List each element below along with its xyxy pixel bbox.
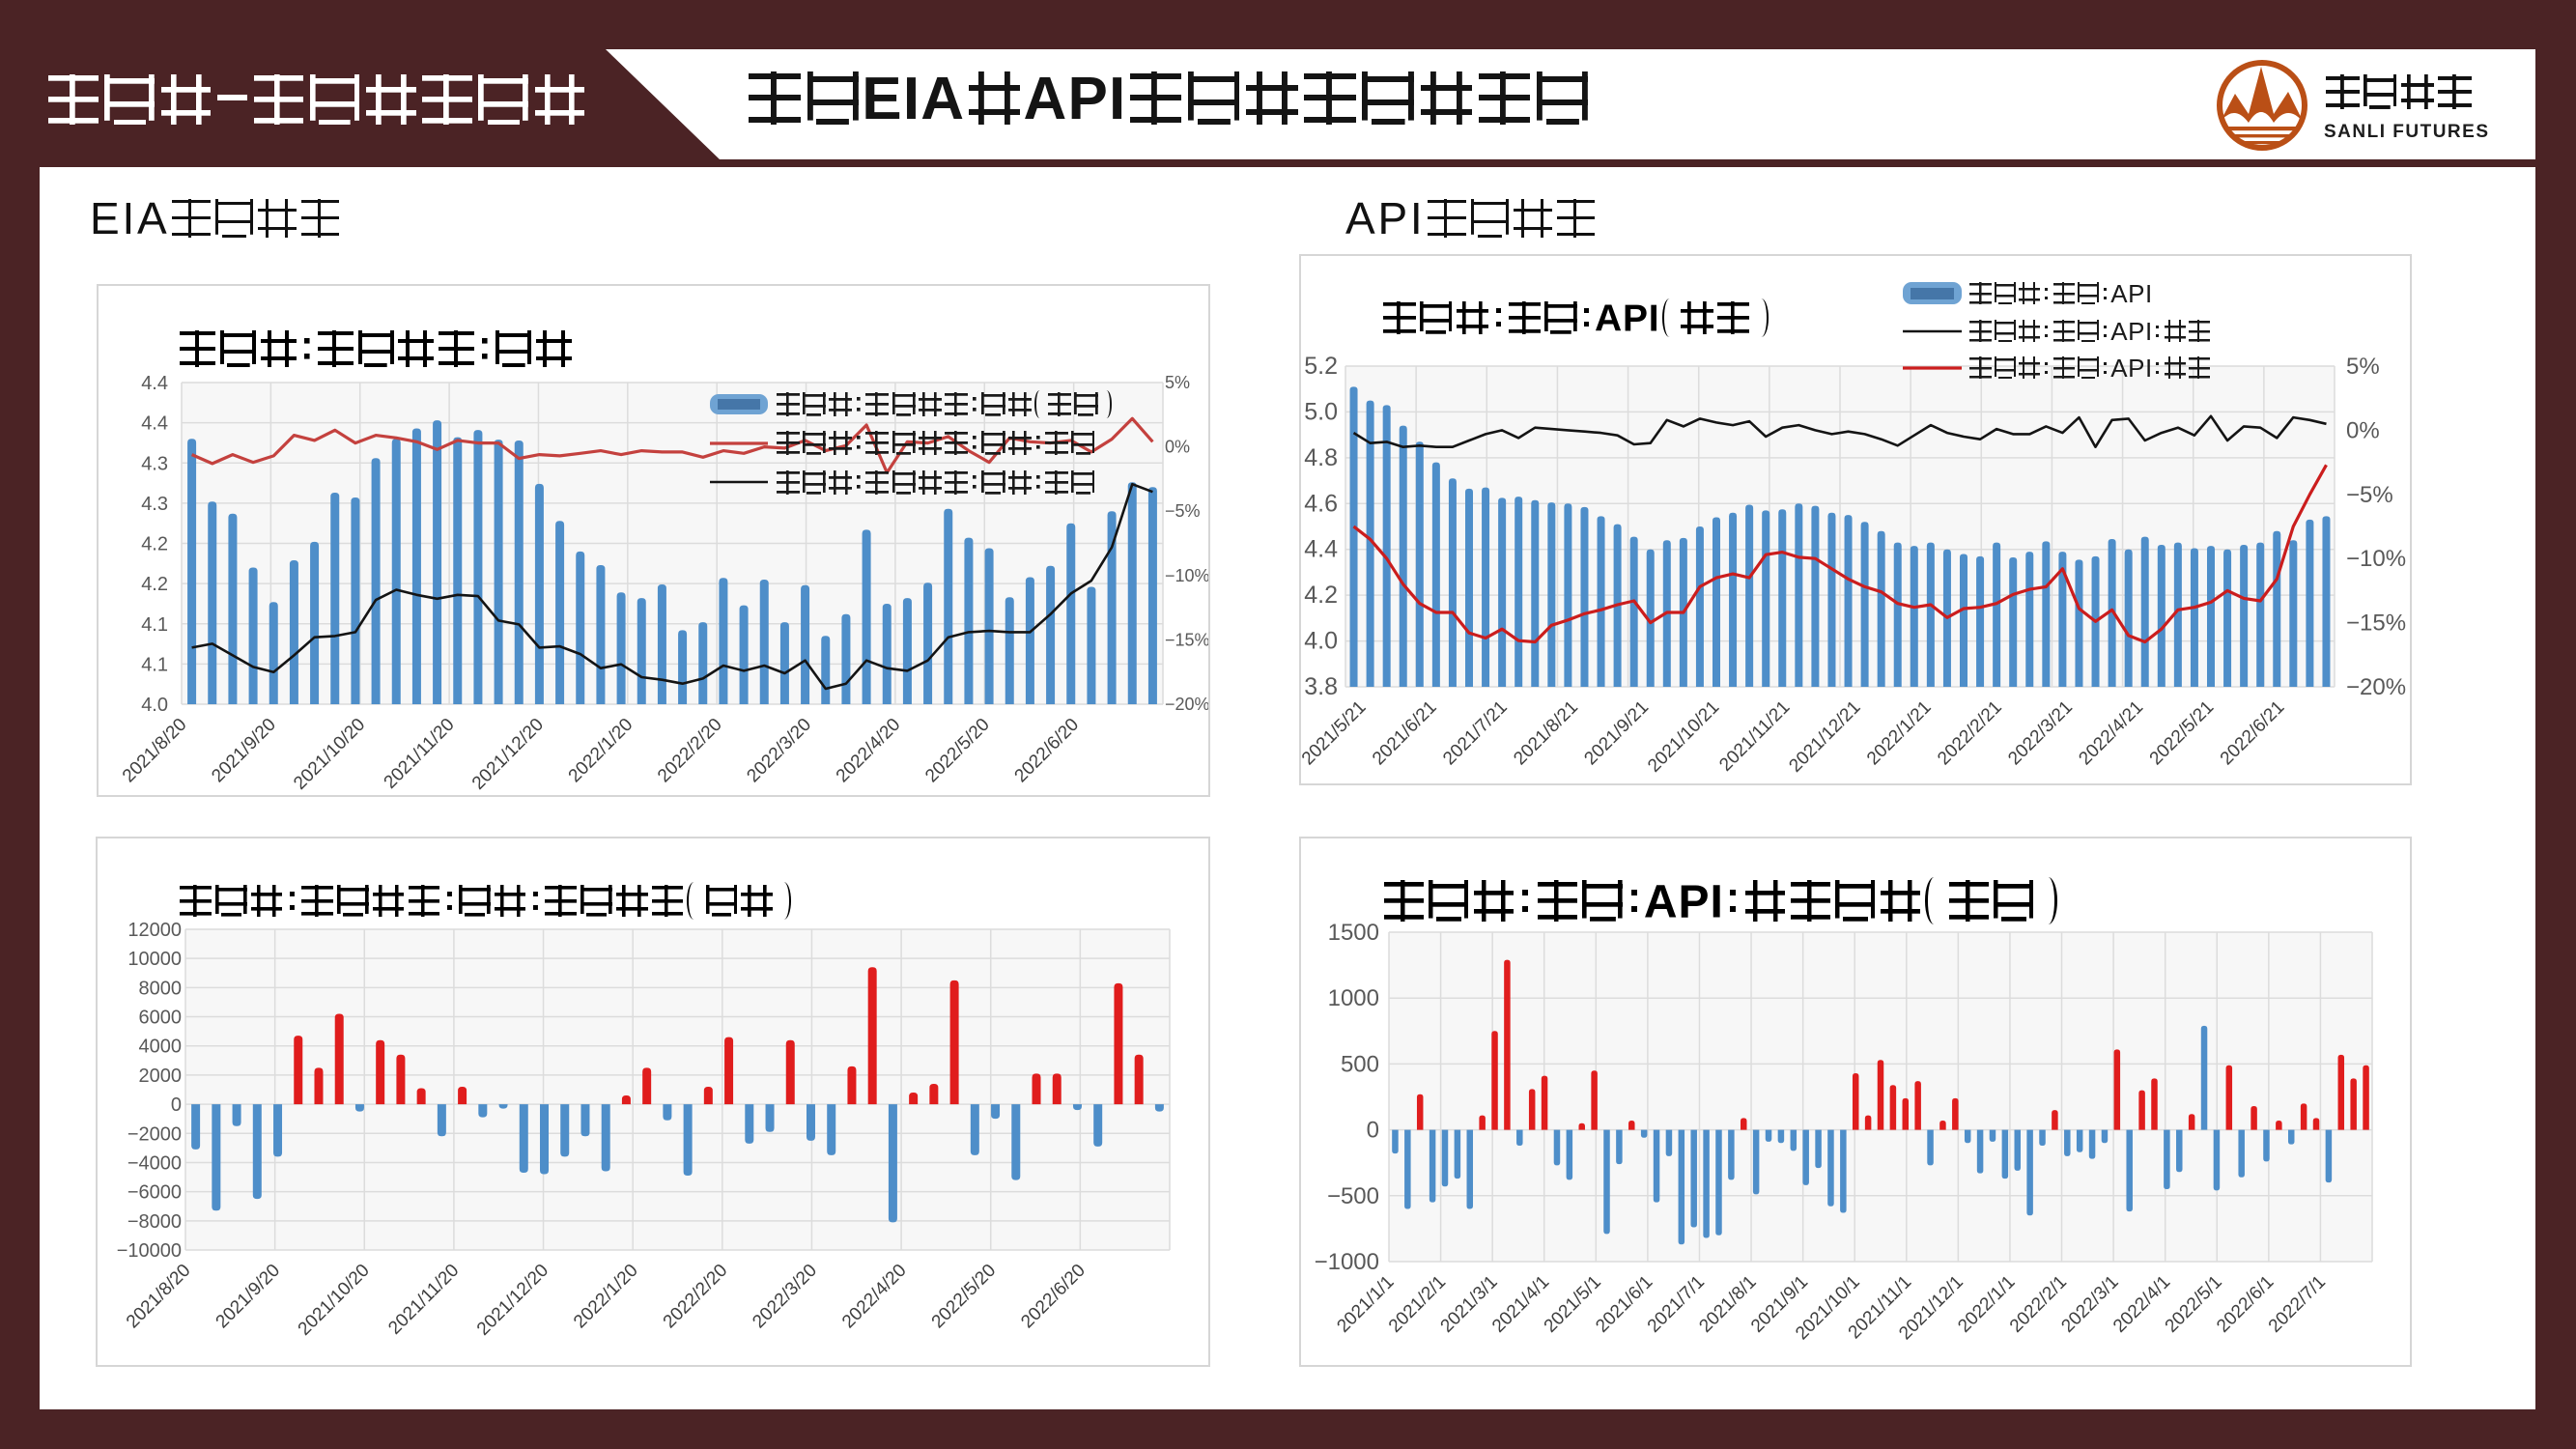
svg-text:4.4: 4.4 bbox=[141, 373, 168, 394]
svg-text:2022/1/20: 2022/1/20 bbox=[565, 715, 637, 787]
svg-text:2022/6/20: 2022/6/20 bbox=[1011, 715, 1084, 787]
svg-text:−15%: −15% bbox=[1165, 630, 1208, 649]
svg-text:2021/10/21: 2021/10/21 bbox=[1644, 697, 1723, 777]
svg-text:−10%: −10% bbox=[1165, 566, 1208, 585]
svg-text:2021/10/20: 2021/10/20 bbox=[295, 1261, 374, 1340]
svg-text:4.4: 4.4 bbox=[1304, 536, 1338, 563]
svg-text:2021/10/20: 2021/10/20 bbox=[290, 715, 369, 794]
svg-text:5.0: 5.0 bbox=[1304, 398, 1338, 425]
svg-text:2022/5/20: 2022/5/20 bbox=[928, 1261, 1001, 1333]
svg-text:6000: 6000 bbox=[139, 1008, 183, 1029]
svg-text:4.0: 4.0 bbox=[141, 695, 168, 716]
svg-text:−5%: −5% bbox=[1165, 501, 1201, 521]
svg-text:2022/2/20: 2022/2/20 bbox=[654, 715, 726, 787]
svg-text:5%: 5% bbox=[1165, 373, 1190, 392]
svg-text:2022/2/20: 2022/2/20 bbox=[660, 1261, 732, 1333]
svg-text:2021/9/21: 2021/9/21 bbox=[1580, 697, 1653, 770]
svg-text:2021/9/20: 2021/9/20 bbox=[208, 715, 280, 787]
svg-text:0: 0 bbox=[1367, 1118, 1379, 1144]
svg-text:−8000: −8000 bbox=[127, 1211, 182, 1233]
svg-text:−2000: −2000 bbox=[127, 1123, 182, 1145]
svg-text:2022/3/20: 2022/3/20 bbox=[749, 1261, 821, 1333]
svg-text:500: 500 bbox=[1341, 1051, 1379, 1077]
svg-text:4.4: 4.4 bbox=[141, 413, 168, 435]
svg-text:2021/11/20: 2021/11/20 bbox=[381, 715, 459, 793]
svg-text:0%: 0% bbox=[1165, 438, 1190, 457]
svg-text:−20%: −20% bbox=[1165, 695, 1208, 714]
svg-text:−10000: −10000 bbox=[117, 1240, 182, 1262]
svg-text:1500: 1500 bbox=[1328, 920, 1379, 946]
svg-text:2022/4/20: 2022/4/20 bbox=[838, 1261, 911, 1333]
svg-text:4.1: 4.1 bbox=[141, 614, 168, 636]
svg-text:2021/11/20: 2021/11/20 bbox=[384, 1261, 463, 1339]
svg-text:4.0: 4.0 bbox=[1304, 628, 1338, 655]
svg-text:2021/9/20: 2021/9/20 bbox=[212, 1261, 285, 1333]
svg-text:−10%: −10% bbox=[2346, 546, 2406, 572]
svg-text:2000: 2000 bbox=[139, 1065, 183, 1087]
svg-text:4.6: 4.6 bbox=[1304, 490, 1338, 517]
svg-text:2021/6/21: 2021/6/21 bbox=[1369, 697, 1441, 770]
svg-text:2022/7/1: 2022/7/1 bbox=[2265, 1272, 2330, 1337]
svg-text:4.3: 4.3 bbox=[141, 453, 168, 474]
svg-text:1000: 1000 bbox=[1328, 985, 1379, 1011]
svg-text:2022/1/21: 2022/1/21 bbox=[1863, 697, 1936, 770]
svg-text:4.8: 4.8 bbox=[1304, 444, 1338, 471]
svg-text:2021/8/20: 2021/8/20 bbox=[119, 715, 191, 787]
svg-text:5%: 5% bbox=[2346, 354, 2380, 380]
svg-text:2021/12/20: 2021/12/20 bbox=[473, 1261, 552, 1340]
svg-text:−4000: −4000 bbox=[127, 1152, 182, 1174]
svg-text:2021/12/20: 2021/12/20 bbox=[468, 715, 548, 794]
svg-text:2021/8/20: 2021/8/20 bbox=[123, 1261, 195, 1333]
svg-text:2022/6/20: 2022/6/20 bbox=[1017, 1261, 1090, 1333]
svg-text:−1000: −1000 bbox=[1315, 1249, 1379, 1275]
svg-text:2021/12/21: 2021/12/21 bbox=[1785, 697, 1864, 777]
svg-text:3.8: 3.8 bbox=[1304, 673, 1338, 700]
svg-text:5.2: 5.2 bbox=[1304, 353, 1338, 380]
svg-text:2022/6/21: 2022/6/21 bbox=[2217, 697, 2289, 770]
svg-text:2021/8/21: 2021/8/21 bbox=[1510, 697, 1582, 770]
svg-text:0: 0 bbox=[171, 1094, 182, 1116]
svg-text:4.2: 4.2 bbox=[141, 574, 168, 595]
svg-text:2022/4/20: 2022/4/20 bbox=[833, 715, 905, 787]
svg-text:0%: 0% bbox=[2346, 417, 2380, 443]
svg-text:−500: −500 bbox=[1327, 1183, 1379, 1209]
svg-text:−15%: −15% bbox=[2346, 611, 2406, 637]
svg-text:8000: 8000 bbox=[139, 978, 183, 999]
svg-text:12000: 12000 bbox=[127, 920, 182, 941]
svg-text:−5%: −5% bbox=[2346, 482, 2393, 508]
svg-text:2022/3/20: 2022/3/20 bbox=[743, 715, 815, 787]
svg-text:4.3: 4.3 bbox=[141, 494, 168, 515]
svg-text:2021/11/21: 2021/11/21 bbox=[1715, 697, 1794, 776]
svg-text:2021/7/21: 2021/7/21 bbox=[1439, 697, 1512, 770]
svg-text:4.2: 4.2 bbox=[1304, 582, 1338, 609]
svg-text:−20%: −20% bbox=[2346, 674, 2406, 700]
svg-text:2022/3/21: 2022/3/21 bbox=[2004, 697, 2077, 770]
svg-text:4.2: 4.2 bbox=[141, 534, 168, 555]
svg-text:2022/4/21: 2022/4/21 bbox=[2075, 697, 2147, 770]
svg-text:4.1: 4.1 bbox=[141, 654, 168, 675]
svg-text:4000: 4000 bbox=[139, 1037, 183, 1058]
svg-text:2022/5/20: 2022/5/20 bbox=[921, 715, 994, 787]
svg-text:2021/5/21: 2021/5/21 bbox=[1301, 697, 1371, 770]
svg-text:10000: 10000 bbox=[127, 949, 182, 970]
svg-text:2022/5/21: 2022/5/21 bbox=[2146, 697, 2219, 770]
svg-text:2022/2/21: 2022/2/21 bbox=[1934, 697, 2006, 770]
svg-text:−6000: −6000 bbox=[127, 1182, 182, 1204]
svg-text:2022/1/20: 2022/1/20 bbox=[570, 1261, 642, 1333]
